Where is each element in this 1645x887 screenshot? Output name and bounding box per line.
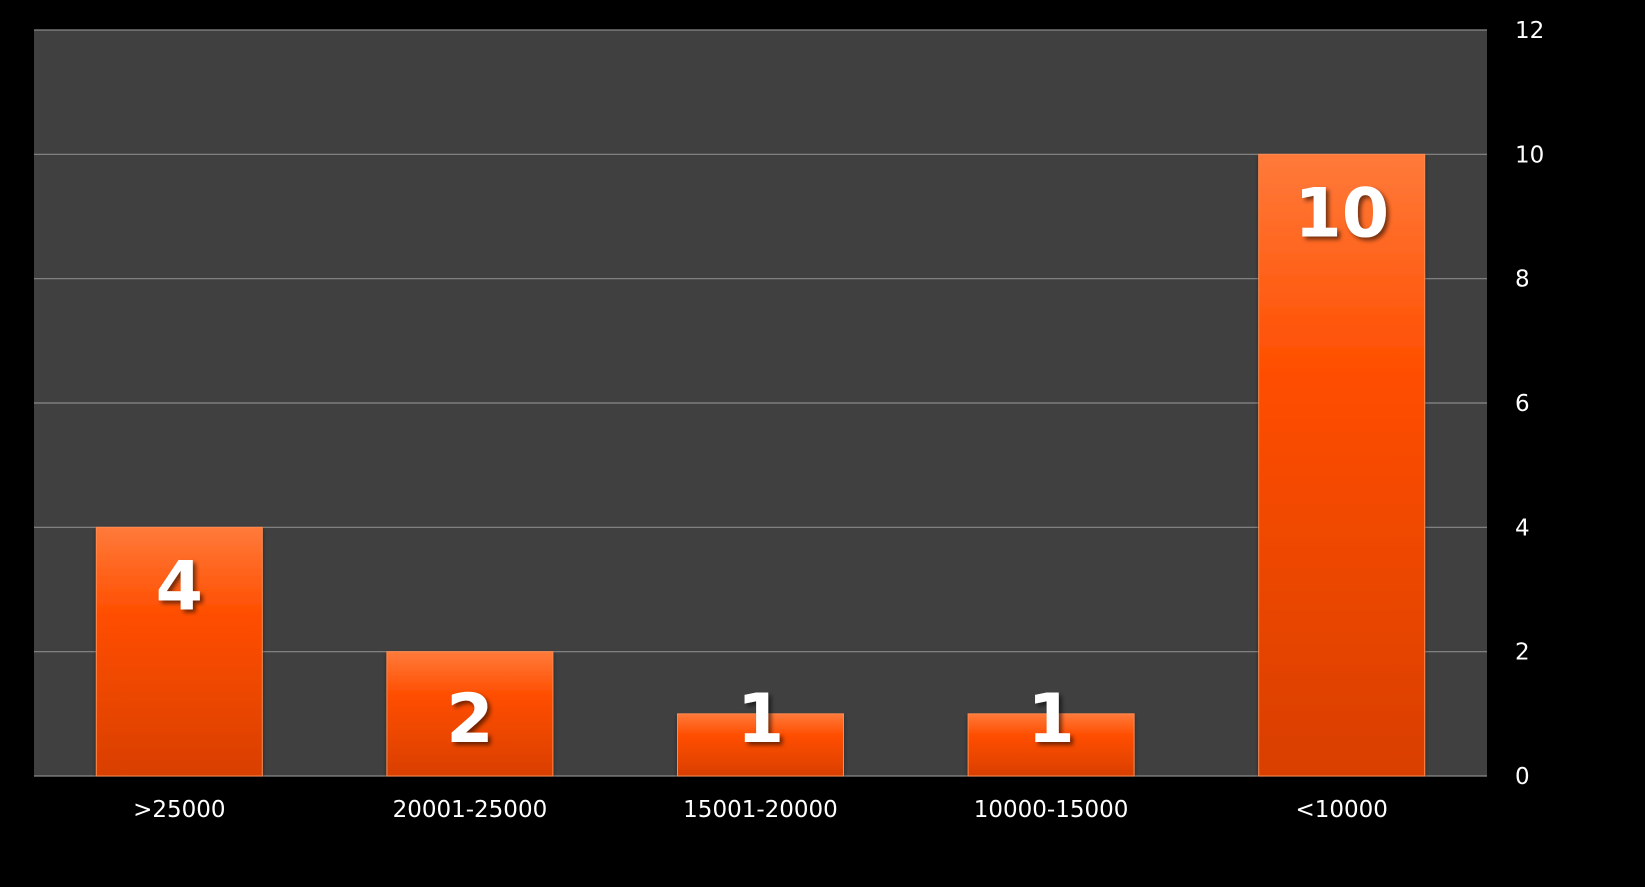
x-axis: >25000 20001-25000 15001-20000 10000-15000 <… [133, 797, 1388, 823]
y-tick-label: 12 [1515, 18, 1544, 44]
y-tick-label: 0 [1515, 764, 1530, 790]
x-tick-label: >25000 [133, 797, 225, 823]
bar [677, 713, 844, 777]
x-tick-label: 15001-20000 [683, 797, 838, 823]
y-tick-label: 8 [1515, 267, 1530, 293]
bar [1258, 153, 1426, 777]
data-labels: 4 2 1 1 10 [156, 174, 1389, 759]
bar [967, 713, 1135, 777]
y-axis: 0 2 4 6 8 10 12 [1515, 18, 1544, 790]
y-tick-label: 2 [1515, 640, 1530, 666]
bar [95, 526, 263, 777]
data-label: 1 [1027, 680, 1074, 759]
data-label: 2 [446, 680, 493, 759]
data-label: 1 [737, 680, 784, 759]
data-label: 10 [1294, 174, 1389, 253]
x-tick-label: <10000 [1295, 797, 1387, 823]
y-tick-label: 4 [1515, 515, 1530, 541]
y-tick-label: 6 [1515, 391, 1530, 417]
data-label: 4 [156, 547, 203, 626]
x-tick-label: 10000-15000 [974, 797, 1129, 823]
y-tick-label: 10 [1515, 142, 1544, 168]
gridlines [34, 29, 1487, 777]
bar [386, 651, 554, 777]
x-tick-label: 20001-25000 [393, 797, 548, 823]
bars [95, 153, 1426, 777]
